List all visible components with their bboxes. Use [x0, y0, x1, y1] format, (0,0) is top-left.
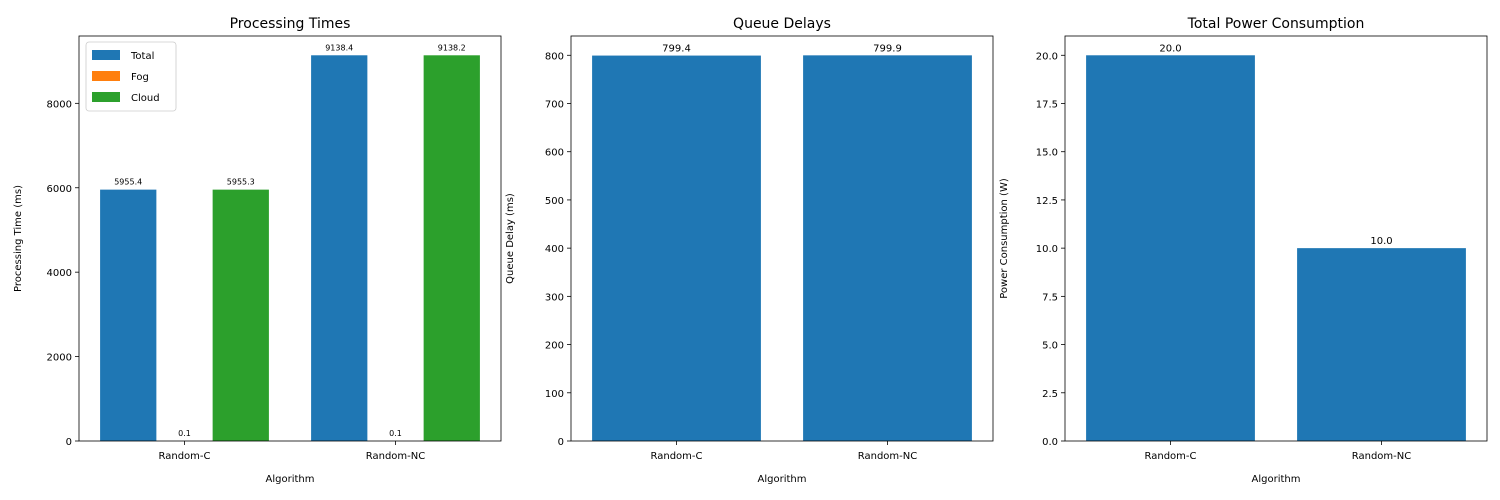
y-tick-label: 600 — [545, 148, 564, 159]
x-axis-label: Algorithm — [758, 474, 807, 485]
x-axis-label: Algorithm — [1252, 474, 1301, 485]
y-tick-label: 12.5 — [1036, 196, 1058, 207]
y-tick-label: 7.5 — [1042, 292, 1058, 303]
data-label: 9138.4 — [325, 43, 353, 52]
axes-frame — [78, 35, 502, 442]
chart-panel-2: Queue Delays 799.4 799.9 0 100 200 300 400 500 60… — [505, 16, 994, 485]
legend-label: Cloud — [131, 93, 160, 104]
data-label: 0.1 — [178, 429, 191, 438]
y-tick-label: 10.0 — [1036, 244, 1058, 255]
y-tick-label: 300 — [545, 292, 564, 303]
chart-title: Total Power Consumption — [1187, 16, 1365, 32]
y-tick-label: 100 — [545, 389, 564, 400]
chart-panel-3: Total Power Consumption 20.0 10.0 0.0 2.5 5.0… — [999, 16, 1488, 485]
data-label: 5955.4 — [114, 178, 142, 187]
series-cloud: 5955.3 9138.2 — [212, 43, 480, 442]
x-tick-label: Random-C — [1145, 451, 1197, 462]
axes-frame — [570, 35, 994, 442]
data-label: 9138.2 — [438, 43, 466, 52]
bar — [1297, 248, 1466, 441]
y-tick-label: 15.0 — [1036, 148, 1058, 159]
y-axis-label: Power Consumption (W) — [999, 178, 1010, 299]
bar — [100, 189, 157, 441]
y-tick-label: 17.5 — [1036, 100, 1058, 111]
legend-label: Total — [130, 51, 154, 62]
series-values: 799.4 799.9 — [592, 43, 972, 442]
y-tick-label: 2000 — [47, 353, 72, 364]
y-tick-label: 6000 — [47, 184, 72, 195]
bar — [1086, 55, 1255, 442]
y-tick-label: 0 — [66, 437, 72, 448]
data-label: 20.0 — [1159, 43, 1181, 54]
x-tick-label: Random-C — [159, 451, 211, 462]
bar — [311, 55, 368, 441]
legend-swatch — [92, 50, 120, 60]
y-tick-label: 400 — [545, 244, 564, 255]
y-tick-label: 700 — [545, 100, 564, 111]
y-tick-label: 500 — [545, 196, 564, 207]
data-label: 5955.3 — [227, 178, 255, 187]
x-tick-label: Random-NC — [366, 451, 425, 462]
y-tick-label: 5.0 — [1042, 341, 1058, 352]
x-axis-label: Algorithm — [266, 474, 315, 485]
x-tick-label: Random-C — [651, 451, 703, 462]
y-tick-label: 8000 — [47, 99, 72, 110]
y-axis-label: Queue Delay (ms) — [505, 193, 516, 284]
bar — [423, 55, 480, 442]
series-fog: 0.1 0.1 — [156, 429, 424, 441]
y-tick-label: 4000 — [47, 268, 72, 279]
data-label: 799.9 — [873, 43, 902, 54]
legend-swatch — [92, 71, 120, 81]
bar — [592, 55, 761, 441]
series-total: 5955.4 9138.4 — [100, 43, 368, 441]
legend: Total Fog Cloud — [85, 41, 177, 112]
legend-label: Fog — [131, 72, 149, 83]
y-tick-label: 0.0 — [1042, 437, 1058, 448]
x-tick-label: Random-NC — [1352, 451, 1411, 462]
series-values: 20.0 10.0 — [1086, 43, 1466, 442]
data-label: 799.4 — [662, 44, 691, 55]
chart-title: Queue Delays — [733, 16, 831, 32]
axes-frame — [1064, 35, 1488, 442]
x-tick-label: Random-NC — [858, 451, 917, 462]
y-tick-label: 800 — [545, 51, 564, 62]
y-axis-label: Processing Time (ms) — [13, 185, 24, 292]
legend-swatch — [92, 92, 120, 102]
y-tick-label: 20.0 — [1036, 51, 1058, 62]
y-tick-label: 0 — [558, 437, 564, 448]
chart-title: Processing Times — [230, 16, 351, 32]
bar — [803, 55, 972, 442]
data-label: 0.1 — [389, 429, 402, 438]
y-tick-label: 200 — [545, 341, 564, 352]
bar — [212, 189, 269, 441]
data-label: 10.0 — [1370, 236, 1392, 247]
y-tick-label: 2.5 — [1042, 389, 1058, 400]
